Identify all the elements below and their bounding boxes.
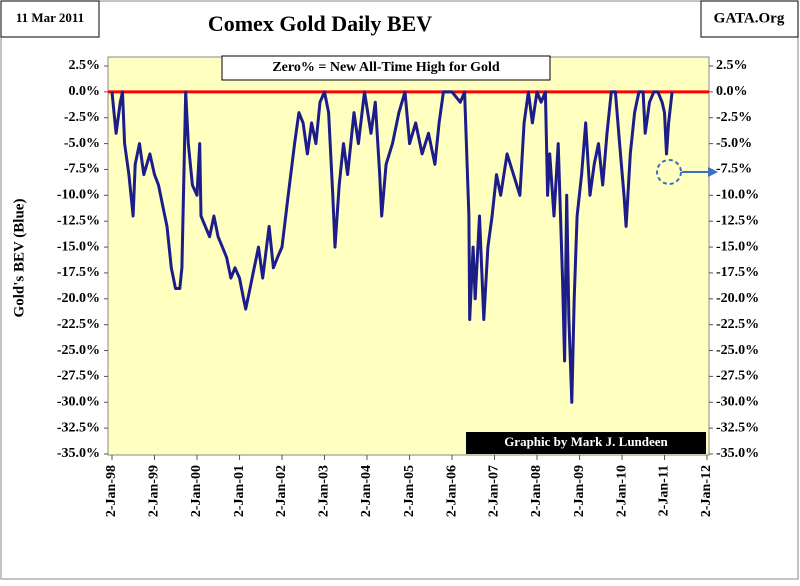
y-tick-label: -5.0% [64, 136, 100, 151]
x-tick-label: 2-Jan-98 [104, 465, 119, 517]
x-tick-label: 2-Jan-00 [189, 465, 204, 517]
x-tick-label: 2-Jan-10 [614, 465, 629, 517]
y-tick-label: 2.5% [69, 58, 101, 73]
arrow-head [708, 167, 718, 177]
y2-tick-label: 0.0% [716, 84, 748, 99]
annotation-box [221, 55, 551, 81]
chart-title: Comex Gold Daily BEV [208, 11, 432, 36]
y2-tick-label: -32.5% [716, 420, 759, 435]
x-tick-label: 2-Jan-06 [444, 465, 459, 517]
y2-tick-label: 2.5% [716, 58, 748, 73]
credit-box [466, 432, 706, 454]
y2-tick-label: -2.5% [716, 110, 752, 125]
y2-tick-label: -27.5% [716, 369, 759, 384]
y-tick-label: -30.0% [57, 394, 100, 409]
credit: Graphic by Mark J. Lundeen [504, 434, 668, 449]
y2-tick-label: -10.0% [716, 188, 759, 203]
y-tick-label: -22.5% [57, 317, 100, 332]
y-tick-label: -10.0% [57, 188, 100, 203]
y-tick-label: -2.5% [64, 110, 100, 125]
y-tick-label: -7.5% [64, 162, 100, 177]
y-tick-label: -27.5% [57, 369, 100, 384]
x-tick-label: 2-Jan-09 [572, 465, 587, 517]
y-tick-label: -32.5% [57, 420, 100, 435]
x-tick-label: 2-Jan-99 [147, 465, 162, 517]
y-tick-label: -17.5% [57, 265, 100, 280]
x-tick-label: 2-Jan-01 [232, 465, 247, 517]
y2-tick-label: -35.0% [716, 446, 759, 461]
y2-tick-label: -20.0% [716, 291, 759, 306]
y2-tick-label: -25.0% [716, 343, 759, 358]
date-box [0, 0, 100, 38]
y2-tick-label: -5.0% [716, 136, 752, 151]
bev-line [110, 90, 674, 404]
y2-tick-label: -30.0% [716, 394, 759, 409]
annotation: Zero% = New All-Time High for Gold [272, 60, 500, 75]
y2-tick-label: -12.5% [716, 213, 759, 228]
y2-tick-label: -15.0% [716, 239, 759, 254]
x-tick-label: 2-Jan-12 [699, 465, 714, 517]
source-box [700, 0, 799, 38]
y-tick-label: -25.0% [57, 343, 100, 358]
x-tick-label: 2-Jan-07 [487, 465, 502, 517]
y2-tick-label: -17.5% [716, 265, 759, 280]
y-tick-label: 0.0% [69, 84, 101, 99]
y2-tick-label: -7.5% [716, 162, 752, 177]
x-tick-label: 2-Jan-08 [529, 465, 544, 517]
y-axis-label: Gold's BEV (Blue) [11, 199, 27, 318]
x-tick-label: 2-Jan-05 [402, 465, 417, 517]
y-tick-label: -12.5% [57, 213, 100, 228]
axes: 2.5% 2.5% 0.0% 0.0% -2.5% -2.5% -5.0% -5.0% -7.5… [57, 58, 759, 517]
x-tick-label: 2-Jan-11 [657, 465, 672, 516]
highlight-circle [656, 159, 682, 185]
y-tick-label: -35.0% [57, 446, 100, 461]
date-label: 11 Mar 2011 [16, 10, 84, 25]
x-tick-label: 2-Jan-04 [359, 465, 374, 517]
x-tick-label: 2-Jan-03 [317, 465, 332, 517]
x-tick-label: 2-Jan-02 [274, 465, 289, 517]
source: GATA.Org [714, 10, 785, 26]
y-tick-label: -15.0% [57, 239, 100, 254]
y-tick-label: -20.0% [57, 291, 100, 306]
y2-tick-label: -22.5% [716, 317, 759, 332]
series [108, 90, 709, 404]
